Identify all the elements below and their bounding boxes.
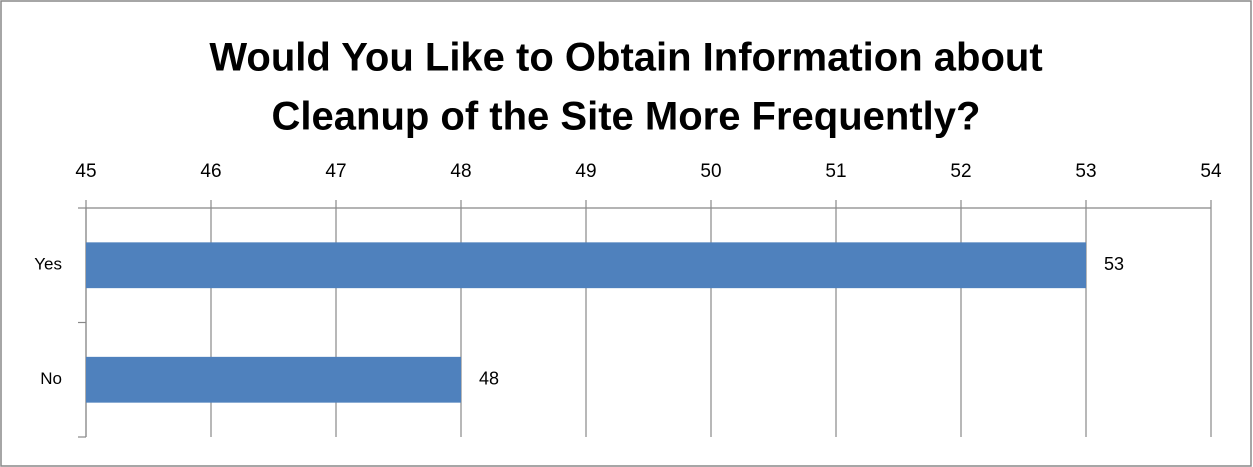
bar	[86, 242, 1086, 289]
x-tick-label: 52	[950, 161, 971, 182]
chart-title: Cleanup of the Site More Frequently?	[272, 95, 981, 139]
bar	[86, 356, 461, 403]
data-label: 48	[479, 369, 499, 389]
x-tick-label: 48	[450, 161, 471, 182]
y-tick-label: No	[40, 369, 62, 388]
x-tick-label: 50	[700, 161, 721, 182]
x-tick-label: 54	[1200, 161, 1222, 182]
x-tick-label: 51	[825, 161, 846, 182]
y-tick-label: Yes	[34, 255, 62, 274]
x-tick-label: 49	[575, 161, 596, 182]
chart-title: Would You Like to Obtain Information abo…	[209, 36, 1042, 80]
x-tick-label: 47	[325, 161, 346, 182]
x-tick-label: 45	[75, 161, 96, 182]
data-label: 53	[1104, 254, 1124, 274]
x-tick-label: 46	[200, 161, 221, 182]
x-tick-label: 53	[1075, 161, 1096, 182]
